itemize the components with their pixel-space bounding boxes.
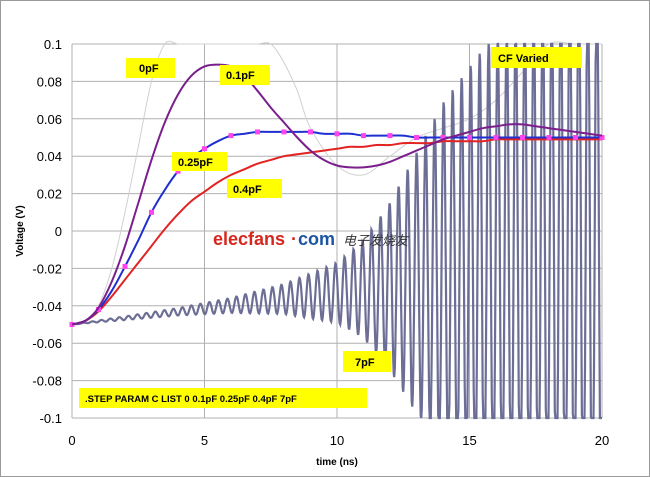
series-point-0.25pF-22 [361,133,366,139]
y-tick-label-0: 0.1 [44,37,62,52]
series-line-0.4pF [71,138,602,326]
x-tick-label-3: 15 [462,433,476,448]
label-7pF-text: 7pF [355,357,375,369]
series-point-0.25pF-4 [122,264,128,269]
series-point-0.25pF-2 [96,307,101,312]
y-tick-label-2: 0.06 [37,112,62,127]
watermark-brand-red: elecfans [213,229,285,249]
x-tick-label-4: 20 [595,433,609,448]
y-axis-ticks: 0.1 0.08 0.06 0.04 0.02 0 -0.02 -0.04 -0.06 -0.08… [32,37,62,426]
label-0.4pF: 0.4pF [227,179,282,198]
watermark-tail: 电子发烧友 [343,233,410,248]
y-tick-label-1: 0.08 [37,74,62,89]
label-cf-varied: CF Varied [491,47,582,68]
y-tick-label-5: 0 [55,224,62,239]
series-point-0.25pF-18 [308,129,313,135]
label-0.25pF-text: 0.25pF [178,157,213,169]
y-tick-label-7: -0.04 [32,299,62,314]
y-tick-label-6: -0.02 [32,261,62,276]
y-tick-label-8: -0.06 [32,336,62,351]
label-0.1pF-text: 0.1pF [226,70,255,82]
series-point-0.25pF-38 [573,135,578,140]
step-param-text: .STEP PARAM C LIST 0 0.1pF 0.25pF 0.4pF … [85,394,297,405]
series-point-0.25pF-8 [175,168,181,174]
label-0.4pF-text: 0.4pF [233,184,262,196]
y-axis-label: Voltage (V) [15,205,26,256]
label-0.1pF: 0.1pF [220,65,270,85]
y-tick-label-3: 0.04 [37,149,62,164]
series-point-0.25pF-36 [546,135,552,140]
y-tick-label-10: -0.1 [40,411,62,426]
x-axis-label: time (ns) [316,457,358,468]
series-point-0.25pF-28 [440,135,446,140]
y-tick-label-4: 0.02 [37,187,62,202]
series-point-0.25pF-40 [599,135,605,140]
label-cf-varied-text: CF Varied [498,53,549,65]
x-tick-label-0: 0 [68,433,75,448]
series-point-0.25pF-24 [387,133,393,139]
series-point-0.25pF-32 [493,135,499,140]
series-point-0.25pF-10 [202,146,207,152]
label-7pF: 7pF [343,351,391,372]
series-point-0.25pF-16 [281,129,287,135]
watermark: elecfans · com 电子发烧友 [213,229,410,249]
series-line-7pF [71,42,602,420]
series-point-0.25pF-20 [334,131,340,137]
series-point-0.25pF-34 [520,135,525,140]
series-point-0.25pF-30 [467,135,472,140]
watermark-brand-blue: com [298,229,335,249]
x-tick-label-2: 10 [330,433,344,448]
x-axis-ticks: 0 5 10 15 20 [68,433,609,448]
series-point-0.25pF-6 [149,209,154,215]
series-layer [69,40,605,420]
x-tick-label-1: 5 [201,433,208,448]
y-tick-label-9: -0.08 [32,374,62,389]
series-point-0.25pF-26 [414,135,419,140]
label-0pF-text: 0pF [139,63,159,75]
label-0.25pF: 0.25pF [172,152,227,171]
series-line-0.1pF [71,63,603,326]
watermark-dot: · [291,229,297,249]
series-point-0.25pF-14 [255,129,260,135]
series-point-0.25pF-12 [228,133,234,139]
step-param-box: .STEP PARAM C LIST 0 0.1pF 0.25pF 0.4pF … [79,388,367,408]
label-0pF: 0pF [126,58,175,78]
